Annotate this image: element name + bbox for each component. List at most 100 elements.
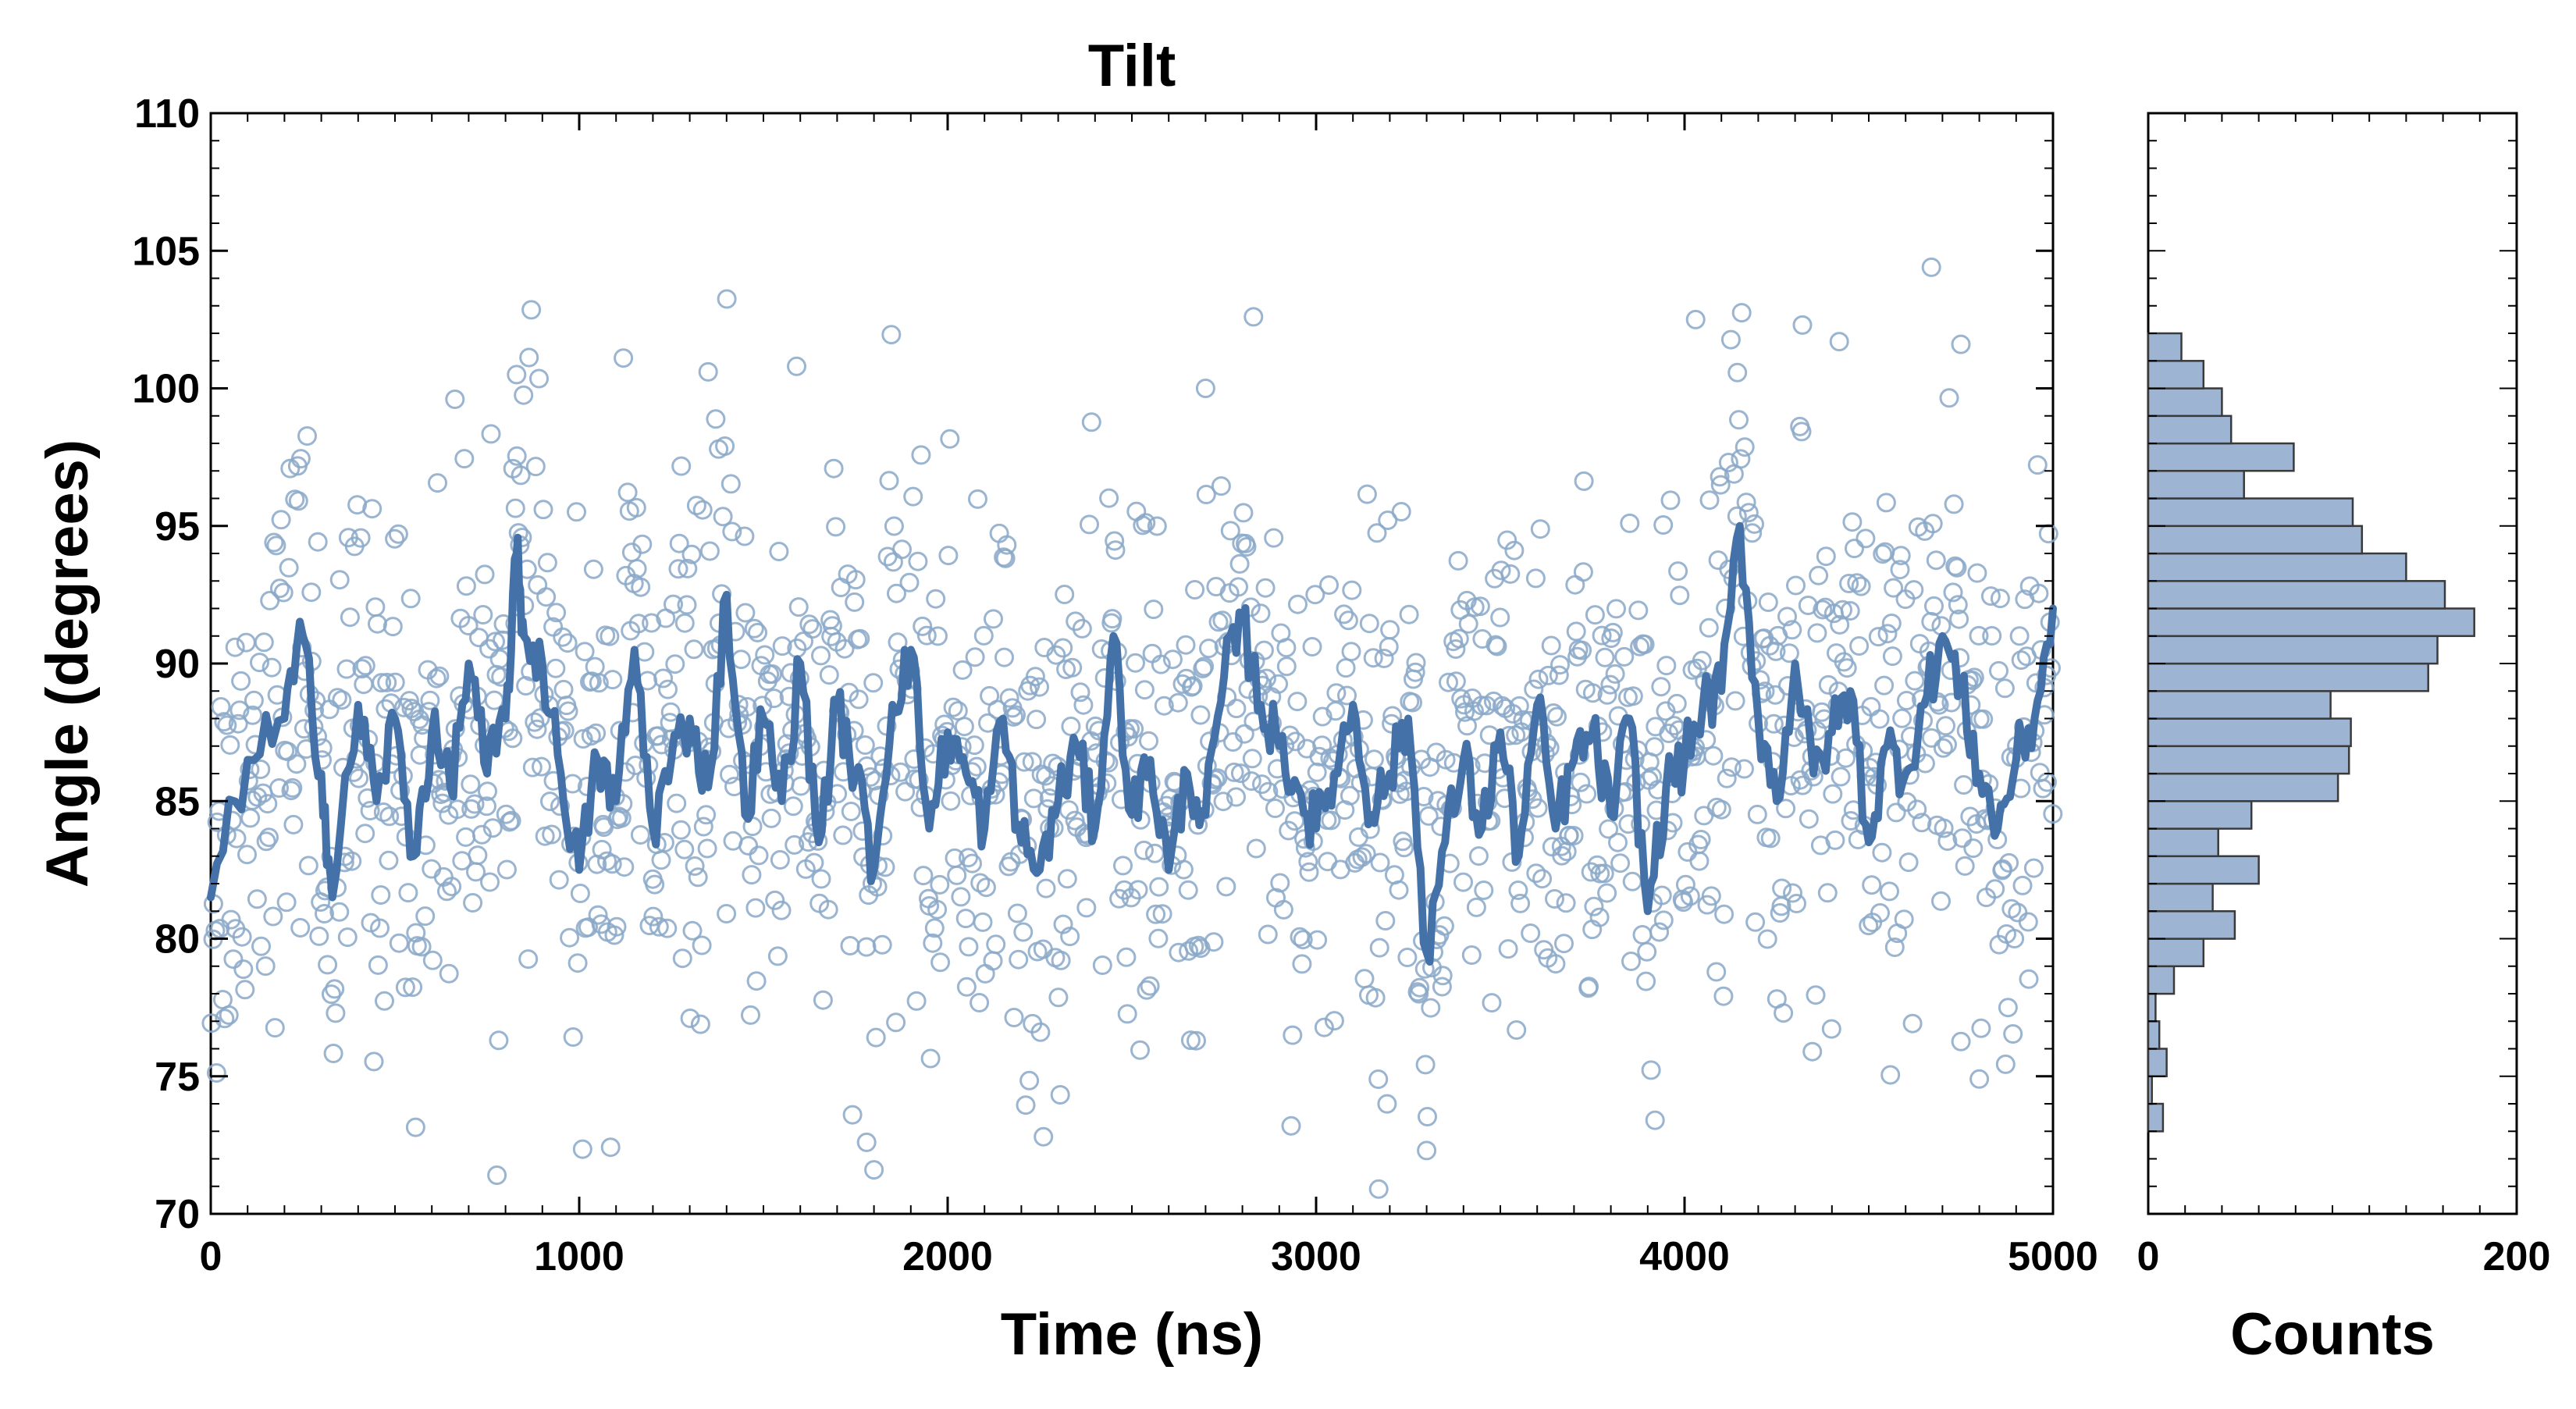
scatter-point	[1179, 941, 1199, 961]
scatter-point	[360, 801, 380, 820]
scatter-point	[437, 881, 457, 902]
scatter-point	[1509, 696, 1529, 716]
scatter-point	[1577, 784, 1597, 804]
scatter-point	[1190, 705, 1211, 725]
scatter-point	[1881, 614, 1902, 633]
scatter-point	[385, 528, 405, 549]
scatter-point	[1007, 903, 1027, 923]
scatter-point	[1565, 575, 1585, 595]
scatter-point	[505, 498, 525, 518]
scatter-point	[1845, 539, 1864, 559]
scatter-point	[631, 577, 651, 597]
scatter-point	[628, 614, 649, 634]
scatter-point	[1907, 799, 1927, 820]
scatter-point	[371, 885, 391, 905]
scatter-point	[955, 909, 976, 929]
scatter-point	[536, 587, 557, 607]
scatter-point	[1364, 749, 1384, 770]
scatter-point	[1162, 649, 1183, 670]
scatter-point	[1786, 575, 1806, 596]
scatter-point	[528, 575, 548, 595]
scatter-point	[231, 671, 251, 691]
scatter-point	[1076, 898, 1097, 918]
scatter-point	[379, 850, 399, 870]
scatter-point	[951, 887, 971, 907]
scatter-point	[1352, 847, 1372, 867]
chart-title: Tilt	[1088, 33, 1176, 99]
scatter-point	[1699, 490, 1720, 511]
scatter-point	[1980, 586, 2001, 607]
x-tick-label: 5000	[2008, 1234, 2098, 1279]
scatter-point	[1314, 1017, 1334, 1037]
y-tick-label: 100	[132, 367, 200, 412]
scatter-point	[269, 578, 290, 599]
scatter-point	[1999, 852, 2019, 873]
scatter-point	[669, 533, 689, 553]
scatter-point	[533, 500, 553, 520]
scatter-point	[1377, 1094, 1397, 1114]
scatter-point	[298, 856, 318, 876]
scatter-point	[373, 802, 393, 822]
scatter-point	[553, 679, 574, 699]
scatter-point	[1048, 987, 1069, 1008]
scatter-point	[362, 499, 382, 519]
scatter-point	[746, 971, 767, 991]
scatter-point	[930, 952, 951, 973]
scatter-point	[818, 899, 838, 920]
scatter-point	[1564, 826, 1584, 845]
scatter-point	[684, 639, 704, 660]
scatter-point	[1635, 635, 1655, 654]
scatter-point	[785, 834, 805, 855]
scatter-point	[1326, 683, 1347, 703]
scatter-point	[1931, 891, 1951, 911]
scatter-point	[1614, 646, 1635, 667]
scatter-point	[1696, 730, 1717, 750]
scatter-point	[568, 953, 588, 973]
y-tick-label: 85	[155, 779, 200, 824]
scatter-point	[938, 546, 959, 566]
scatter-point	[1213, 792, 1233, 812]
scatter-point	[1532, 869, 1553, 889]
scatter-point	[1394, 838, 1414, 858]
scatter-point	[913, 866, 934, 886]
scatter-point	[1837, 658, 1857, 678]
scatter-point	[301, 582, 322, 603]
histogram-bar	[2147, 332, 2183, 362]
scatter-point	[742, 865, 762, 885]
scatter-point	[1572, 640, 1592, 660]
scatter-point	[1334, 604, 1354, 624]
scatter-point	[731, 649, 751, 670]
scatter-point	[1226, 699, 1247, 719]
scatter-point	[336, 659, 357, 679]
scatter-point	[850, 628, 870, 649]
scatter-point	[2038, 524, 2058, 544]
scatter-point	[1985, 879, 2005, 899]
scatter-point	[1146, 904, 1166, 924]
scatter-point	[372, 673, 392, 693]
scatter-point	[1882, 646, 1902, 667]
scatter-point	[1072, 618, 1092, 639]
scatter-point	[1338, 610, 1358, 631]
scatter-point	[748, 622, 767, 642]
scatter-point	[389, 933, 409, 953]
scatter-point	[1432, 977, 1452, 997]
scatter-point	[1933, 738, 1953, 758]
scatter-point	[1708, 550, 1728, 571]
scatter-point	[458, 616, 479, 635]
scatter-point	[1421, 998, 1441, 1018]
scatter-point	[1321, 810, 1341, 831]
scatter-point	[1936, 716, 1955, 736]
scatter-point	[1434, 916, 1454, 936]
scatter-point	[1703, 745, 1724, 766]
scatter-point	[1921, 611, 1941, 632]
scatter-point	[226, 828, 247, 849]
scatter-point	[1363, 648, 1383, 668]
scatter-point	[678, 558, 698, 578]
scatter-point	[1378, 511, 1398, 530]
scatter-point	[1014, 752, 1034, 772]
scatter-point	[306, 691, 326, 711]
scatter-point	[1057, 869, 1077, 889]
scatter-point	[1973, 709, 1994, 729]
scatter-point	[1821, 1019, 1841, 1039]
scatter-point	[1051, 950, 1071, 970]
